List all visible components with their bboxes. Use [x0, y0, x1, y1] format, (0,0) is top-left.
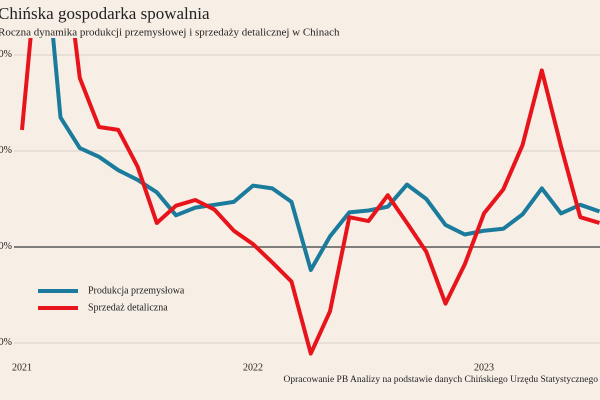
legend-label: Sprzedaż detaliczna — [88, 302, 168, 313]
chart-title: Chińska gospodarka spowalnia — [0, 4, 210, 23]
y-tick-label: 0% — [0, 241, 12, 252]
y-tick-label: 10% — [0, 145, 12, 156]
x-tick-label: 2022 — [243, 362, 263, 373]
series-line — [20, 38, 600, 356]
y-tick-label: -10% — [0, 337, 12, 348]
legend-label: Produkcja przemysłowa — [88, 285, 185, 296]
source-note: Opracowanie PB Analizy na podstawie dany… — [284, 375, 599, 385]
x-tick-label: 2023 — [474, 362, 494, 373]
grid — [14, 54, 600, 344]
y-tick-label: 20% — [0, 49, 12, 60]
series-line — [51, 38, 600, 272]
plot-area — [20, 38, 600, 356]
x-tick-label: 2021 — [12, 362, 32, 373]
chart-subtitle: Roczna dynamika produkcji przemysłowej i… — [0, 27, 340, 39]
